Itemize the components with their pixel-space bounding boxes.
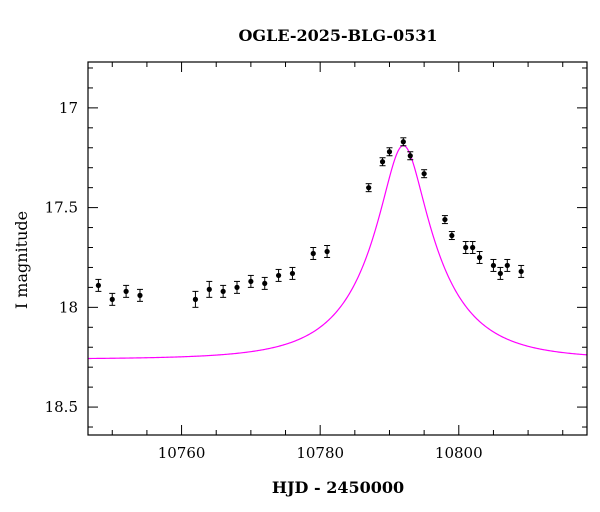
point-marker [470,244,476,251]
data-point [379,157,386,167]
tick-labels: 10760 10780 10800 17 17.5 18 18.5 [45,99,483,462]
point-marker [379,159,386,165]
point-marker [324,248,330,255]
data-point [310,247,317,260]
point-marker [366,185,372,191]
data-point [220,284,227,298]
data-point [109,292,116,306]
x-tick-label: 10800 [435,444,483,462]
data-point [490,258,497,272]
point-marker [407,153,413,159]
data-point [504,258,511,272]
data-point [421,169,428,179]
model-curve [87,144,588,360]
data-point [136,288,143,302]
point-marker [137,292,143,298]
data-point [497,266,504,280]
point-marker [206,286,212,292]
chart-title: OGLE-2025-BLG-0531 [238,26,437,45]
data-point [206,280,213,298]
point-marker [109,296,115,302]
data-point [123,284,130,298]
point-marker [476,254,483,261]
y-tick-label: 17.5 [45,199,78,217]
data-point [469,241,476,254]
point-marker [275,272,282,279]
point-marker [123,288,129,294]
major-ticks [88,62,587,435]
y-tick-label: 18 [59,298,78,316]
data-point [476,250,483,264]
data-point [95,278,102,292]
y-axis-label: I magnitude [12,211,31,309]
point-marker [310,250,316,257]
data-point [400,137,407,147]
data-point [518,264,525,278]
data-point [441,215,448,225]
x-tick-label: 10760 [158,444,206,462]
data-points [95,137,525,308]
data-point [365,183,372,193]
y-tick-label: 17 [59,99,78,117]
y-tick-label: 18.5 [45,398,78,416]
minor-ticks [88,62,587,435]
point-marker [497,270,503,277]
point-marker [95,282,101,289]
data-point [407,151,414,161]
point-marker [262,280,268,287]
point-marker [192,296,199,302]
point-marker [490,262,497,269]
data-point [234,280,241,294]
point-marker [248,278,254,285]
x-axis-label: HJD - 2450000 [272,478,404,497]
data-point [261,276,268,290]
x-tick-label: 10780 [296,444,344,462]
point-marker [400,139,406,145]
point-marker [220,288,226,294]
point-marker [463,244,469,251]
point-marker [289,270,296,277]
data-point [247,274,254,288]
point-marker [442,216,448,223]
point-marker [386,149,393,155]
data-point [275,268,282,282]
data-point [462,241,469,254]
point-marker [421,171,427,177]
data-point [289,266,296,280]
plot-frame [87,61,588,436]
data-point [192,290,199,308]
data-point [448,231,455,241]
data-point [386,147,393,157]
point-marker [504,262,510,269]
point-marker [234,284,240,290]
point-marker [518,268,524,275]
point-marker [449,232,455,239]
data-point [324,245,331,258]
